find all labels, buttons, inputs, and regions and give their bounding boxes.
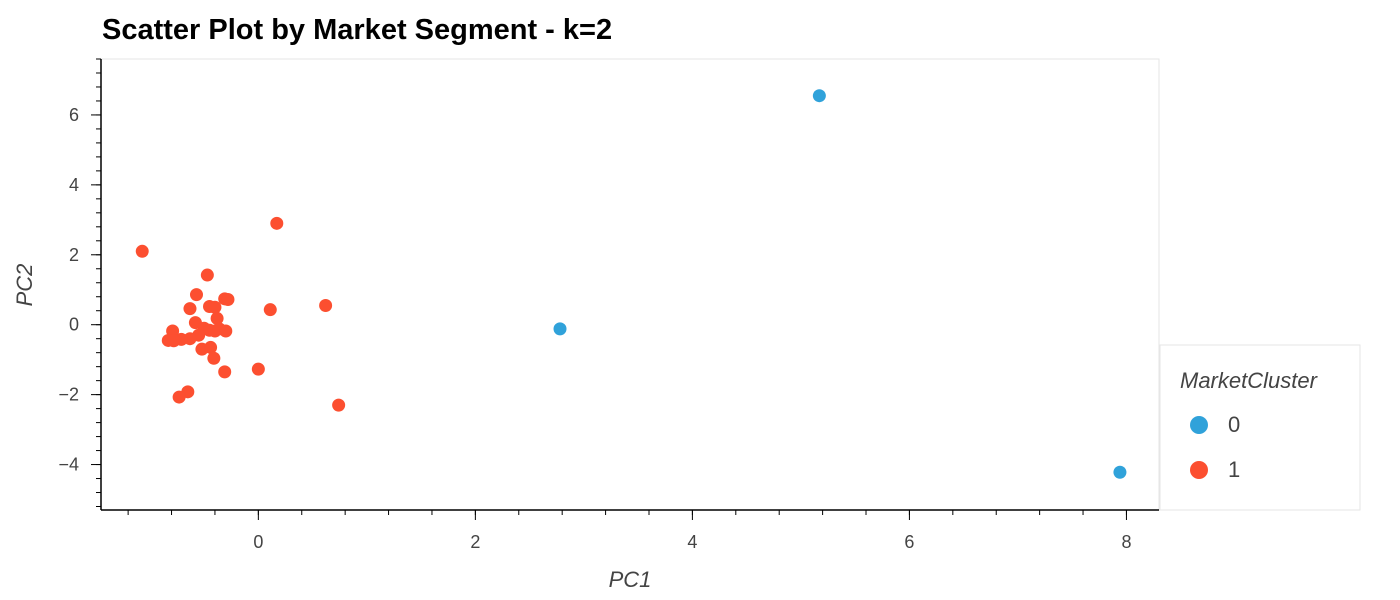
x-axis-label: PC1 (609, 567, 652, 592)
legend-title: MarketCluster (1180, 368, 1319, 393)
x-tick-label: 4 (687, 532, 697, 552)
point-cluster-0[interactable] (553, 322, 567, 336)
point-cluster-1[interactable] (319, 298, 333, 312)
axis-ticks: 0 2 4 6 8 −4 −2 0 2 4 6 (58, 58, 1131, 552)
legend: MarketCluster 0 1 (1159, 344, 1361, 511)
plot-area (100, 58, 1160, 511)
point-cluster-1[interactable] (208, 300, 222, 314)
point-cluster-1[interactable] (218, 365, 232, 379)
point-cluster-1[interactable] (172, 390, 186, 404)
y-tick-label: −4 (58, 455, 79, 475)
point-cluster-1[interactable] (270, 216, 284, 230)
point-cluster-0[interactable] (1113, 465, 1127, 479)
y-tick-label: 0 (69, 315, 79, 335)
point-cluster-1[interactable] (207, 351, 221, 365)
x-tick-label: 8 (1121, 532, 1131, 552)
legend-marker-1 (1190, 461, 1208, 479)
point-cluster-1[interactable] (263, 303, 277, 317)
y-tick-label: −2 (58, 385, 79, 405)
x-tick-label: 6 (904, 532, 914, 552)
point-cluster-0[interactable] (812, 89, 826, 103)
point-cluster-1[interactable] (251, 362, 265, 376)
y-tick-label: 6 (69, 105, 79, 125)
point-cluster-1[interactable] (221, 293, 235, 307)
y-axis-label: PC2 (12, 264, 37, 307)
data-points (135, 89, 1127, 479)
point-cluster-1[interactable] (210, 311, 224, 325)
x-tick-label: 2 (470, 532, 480, 552)
legend-label-0: 0 (1228, 412, 1240, 437)
point-cluster-1[interactable] (219, 324, 233, 338)
y-tick-label: 2 (69, 245, 79, 265)
point-cluster-1[interactable] (332, 398, 346, 412)
point-cluster-1[interactable] (167, 334, 181, 348)
x-tick-label: 0 (253, 532, 263, 552)
legend-marker-0 (1190, 416, 1208, 434)
point-cluster-1[interactable] (204, 340, 218, 354)
legend-label-1: 1 (1228, 457, 1240, 482)
y-tick-label: 4 (69, 175, 79, 195)
point-cluster-1[interactable] (183, 302, 197, 316)
chart-title: Scatter Plot by Market Segment - k=2 (102, 14, 613, 46)
point-cluster-1[interactable] (200, 268, 214, 282)
point-cluster-1[interactable] (189, 288, 203, 302)
point-cluster-1[interactable] (135, 244, 149, 258)
